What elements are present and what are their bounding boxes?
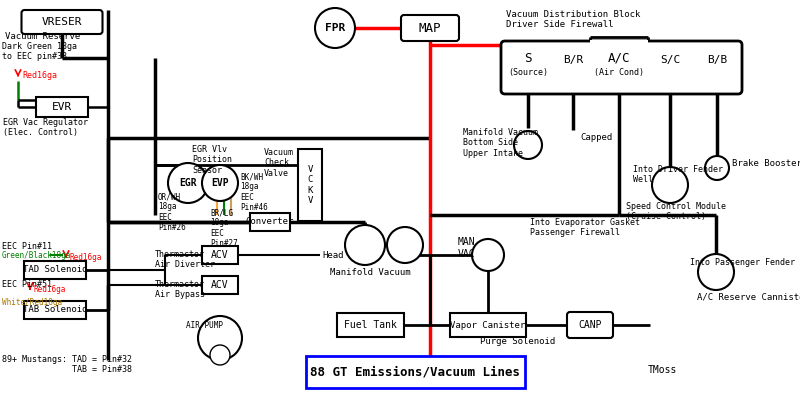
Text: TMoss: TMoss [648,365,678,375]
Text: EGR: EGR [179,178,197,188]
FancyBboxPatch shape [567,312,613,338]
Text: MAP: MAP [418,22,442,34]
FancyBboxPatch shape [250,213,290,231]
Text: AIR PUMP: AIR PUMP [186,320,223,330]
Circle shape [345,225,385,265]
Text: S: S [524,52,532,64]
Text: TAB = Pin#38: TAB = Pin#38 [2,365,132,374]
Text: Thermactor
Air Bypass: Thermactor Air Bypass [155,280,205,299]
Text: Red16ga: Red16ga [34,286,66,294]
Circle shape [315,8,355,48]
Text: (Air Cond): (Air Cond) [594,68,644,77]
FancyBboxPatch shape [22,10,102,34]
Text: Red16ga: Red16ga [22,70,57,80]
Text: 88 GT Emissions/Vacuum Lines: 88 GT Emissions/Vacuum Lines [310,366,520,378]
Text: Dark Green 18ga
to EEC pin#33: Dark Green 18ga to EEC pin#33 [2,42,77,61]
Text: Vapor Canister: Vapor Canister [450,320,526,330]
FancyBboxPatch shape [337,313,403,337]
Text: Into Passenger Fender Well: Into Passenger Fender Well [690,258,800,267]
Text: Manifold Vacuum
Bottom Side
Upper Intake: Manifold Vacuum Bottom Side Upper Intake [463,128,538,158]
Text: TAD Solenoid: TAD Solenoid [22,266,87,274]
Text: ACV: ACV [211,250,229,260]
FancyBboxPatch shape [202,246,238,264]
Text: TAB Solenoid: TAB Solenoid [22,306,87,314]
FancyBboxPatch shape [501,41,742,94]
Text: Head: Head [322,250,343,260]
FancyBboxPatch shape [36,97,88,117]
Text: A/C: A/C [608,52,630,64]
Text: B/B: B/B [707,55,727,65]
FancyBboxPatch shape [24,301,86,319]
FancyBboxPatch shape [202,276,238,294]
Text: Purge Solenoid: Purge Solenoid [480,337,555,346]
Text: EEC Pin#51: EEC Pin#51 [2,280,52,289]
Text: MAN
VAC: MAN VAC [458,237,476,259]
Text: Red16ga: Red16ga [69,254,102,262]
Text: Thermactor
Air Diverter: Thermactor Air Diverter [155,250,215,270]
Text: BK/WH
18ga
EEC
Pin#46: BK/WH 18ga EEC Pin#46 [240,172,268,212]
Text: 89+ Mustangs: TAD = Pin#32: 89+ Mustangs: TAD = Pin#32 [2,355,132,364]
Text: Vacuum Reserve: Vacuum Reserve [5,32,80,41]
FancyBboxPatch shape [401,15,459,41]
FancyBboxPatch shape [450,313,526,337]
Text: EVP: EVP [211,178,229,188]
Bar [590,40,648,54]
Text: Speed Control Module
(Cruise Control): Speed Control Module (Cruise Control) [626,202,726,222]
Circle shape [514,131,542,159]
Circle shape [210,345,230,365]
Text: V
C
K
V: V C K V [307,165,313,205]
Circle shape [652,167,688,203]
Text: EVR: EVR [52,102,72,112]
FancyBboxPatch shape [24,261,86,279]
Circle shape [198,316,242,360]
Circle shape [387,227,423,263]
Text: Converter: Converter [246,218,294,226]
Text: VRESER: VRESER [42,17,82,27]
Text: (Source): (Source) [508,68,548,77]
Text: Manifold Vacuum: Manifold Vacuum [330,268,410,277]
Text: EGR Vac Regulator
(Elec. Control): EGR Vac Regulator (Elec. Control) [3,118,88,137]
FancyBboxPatch shape [306,356,525,388]
Text: FPR: FPR [325,23,345,33]
Text: Vacuum Distribution Block
Driver Side Firewall: Vacuum Distribution Block Driver Side Fi… [506,10,640,29]
Circle shape [168,163,208,203]
Text: Into Driver Fender
Well: Into Driver Fender Well [633,165,723,184]
Text: CANP: CANP [578,320,602,330]
Text: EGR Vlv
Position
Sensor: EGR Vlv Position Sensor [192,145,232,175]
Text: Into Evaporator Gasket
Passenger Firewall: Into Evaporator Gasket Passenger Firewal… [530,218,640,238]
Text: EEC Pin#11: EEC Pin#11 [2,242,52,251]
Text: A/C Reserve Cannister: A/C Reserve Cannister [697,292,800,301]
Text: B/R: B/R [563,55,583,65]
FancyBboxPatch shape [298,149,322,221]
Circle shape [698,254,734,290]
Circle shape [202,165,238,201]
Circle shape [705,156,729,180]
Text: Capped: Capped [580,133,612,142]
Circle shape [472,239,504,271]
Text: BR/LG
18ga
EEC
Pin#27: BR/LG 18ga EEC Pin#27 [210,208,238,248]
Text: Vacuum
Check
Valve: Vacuum Check Valve [264,148,294,178]
Text: OR/WH
18ga
EEC
Pin#26: OR/WH 18ga EEC Pin#26 [158,192,186,232]
Text: S/C: S/C [660,55,680,65]
Text: Brake Booster: Brake Booster [732,160,800,168]
Text: ACV: ACV [211,280,229,290]
Text: Green/Black18ga: Green/Black18ga [2,250,71,260]
Text: White/Red18ga: White/Red18ga [2,298,62,307]
Text: Fuel Tank: Fuel Tank [343,320,397,330]
